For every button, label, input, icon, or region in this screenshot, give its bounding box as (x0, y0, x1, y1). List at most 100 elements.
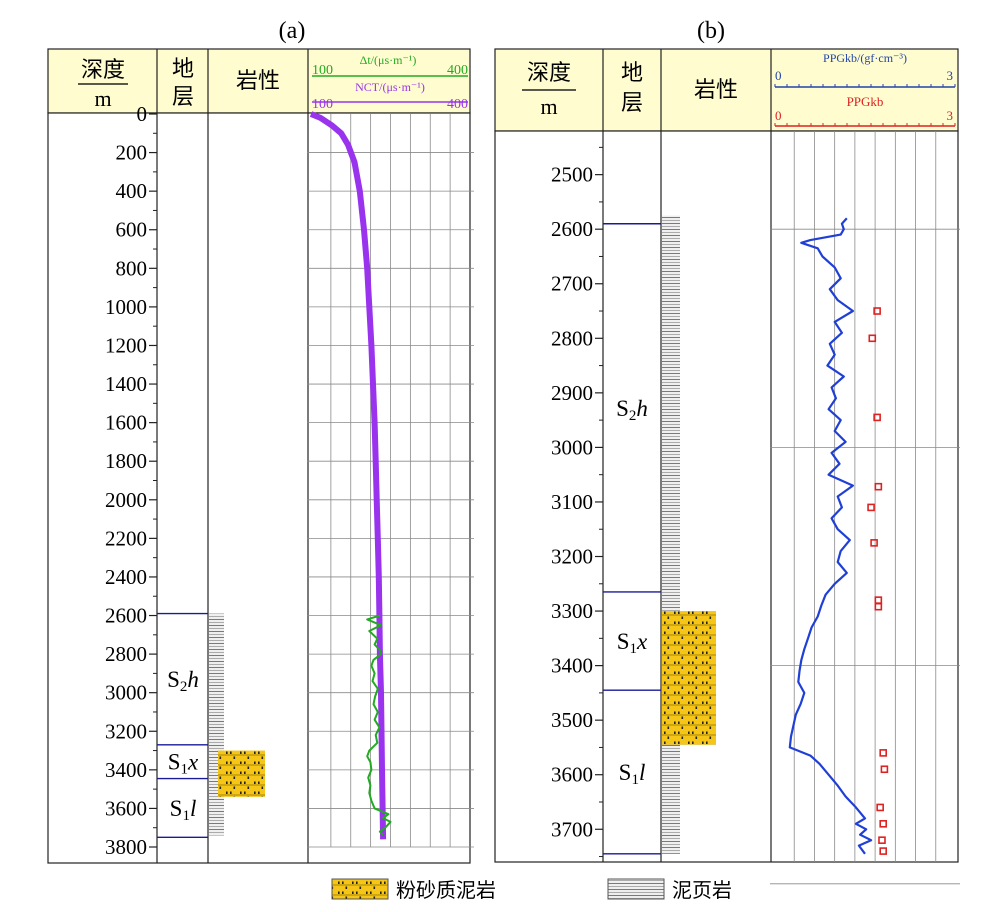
panel-b-ppg-max: 3 (947, 68, 954, 83)
panel-b-lithology-header: 岩性 (694, 78, 738, 103)
panel-a-series-line-1 (309, 111, 387, 840)
panel-b-depth-header: 深度 (527, 61, 571, 86)
panel-b-grid (770, 131, 960, 885)
panel-b-data-point (876, 803, 884, 812)
panel-a-depth-tick-label: 1000 (105, 295, 147, 319)
panel-a-formations: S2h S1x S1l (157, 612, 208, 839)
panel-b-depth-ticks: 2500 2600 2700 2800 2900 3000 3100 3200 3300 3400… (551, 146, 603, 858)
panel-a-depth-tick-label: 3800 (105, 835, 147, 859)
panel-b-formation-label: S1l (619, 760, 646, 788)
panel-a-lithology-header: 岩性 (236, 69, 280, 94)
legend-shale-label: 泥页岩 (672, 878, 732, 902)
panel-a-depth-tick-label: 600 (116, 218, 148, 242)
panel-a-nct-min: 100 (312, 97, 333, 112)
panel-b-ppg2-min: 0 (775, 108, 782, 123)
panel-b-depth-tick-label: 3000 (551, 435, 593, 459)
panel-a-depth-tick-label: 1400 (105, 372, 147, 396)
panel-b: 深度 m 地 层 岩性 PPGkb/(gf·cm⁻³) 0 3 PPGkb 0 … (494, 48, 960, 885)
panel-b-series-line-1 (788, 217, 873, 855)
panel-b-ppg2-max: 3 (947, 108, 954, 123)
panel-a-depth-tick-label: 1200 (105, 333, 147, 357)
panel-b-depth-tick-label: 2900 (551, 381, 593, 405)
panel-b-formation-label: S2h (616, 396, 648, 424)
panel-a-depth-tick-label: 400 (116, 179, 148, 203)
panel-b-data-point (870, 539, 878, 547)
panel-a-lithology (209, 613, 265, 836)
panel-a-body (47, 112, 471, 864)
panel-a-curves (309, 111, 392, 840)
panel-a-nct-max: 400 (447, 97, 468, 112)
panel-b-depth-tick-label: 3600 (551, 763, 593, 787)
panel-b-depth-tick-label: 3500 (551, 708, 593, 732)
panel-b-ppg2-label: PPGkb (847, 94, 884, 109)
panel-b-data-point (868, 334, 877, 343)
panel-a-dt-max: 400 (447, 63, 468, 78)
panel-a-depth-tick-label: 2800 (105, 642, 147, 666)
panel-a-dt-label: Δt/(μs·m⁻¹) (360, 53, 417, 67)
panel-a-depth-tick-label: 2200 (105, 526, 147, 550)
legend: 粉砂质泥岩 泥页岩 (331, 878, 732, 902)
panel-b-body (494, 130, 959, 863)
panel-a-formation-label: S2h (167, 667, 199, 695)
panel-a-depth-tick-label: 1800 (105, 449, 147, 473)
panel-b-header-ticks (774, 84, 956, 126)
panel-b-depth-tick-label: 2700 (551, 272, 593, 296)
panel-a-dt-min: 100 (312, 63, 333, 78)
panel-a-depth-tick-label: 3600 (105, 796, 147, 820)
panel-b-depth-tick-label: 3200 (551, 545, 593, 569)
panel-a-depth-header: 深度 (81, 58, 125, 83)
panel-b-depth-unit: m (540, 94, 557, 119)
panel-a-depth-tick-label: 1600 (105, 411, 147, 435)
panel-a-lithology-silty_mudstone (218, 750, 265, 797)
panel-b-lithology-shale (662, 215, 680, 854)
panel-b-curves (788, 217, 889, 855)
panel-b-data-point (874, 482, 883, 491)
panel-b-ppg-min: 0 (775, 68, 782, 83)
panel-a-formation-label: S1x (168, 750, 199, 778)
panel-a-depth-tick-label: 3200 (105, 719, 147, 743)
panel-a-depth-tick-label: 0 (137, 102, 148, 126)
panel-a-depth-tick-label: 800 (116, 256, 148, 280)
panel-a-depth-tick-label: 200 (116, 141, 148, 165)
panel-b-data-point (879, 847, 888, 855)
panel-b-data-point (878, 836, 886, 844)
panel-a-depth-ticks: 0 200 400 600 800 1000 1200 1400 1600 1800 2000 220… (105, 102, 157, 859)
panel-b-formations: S2h S1x S1l (603, 223, 661, 855)
panel-a: 深度 m 地 层 岩性 Δt/(μs·m⁻¹) 100 400 NCT/(μs·… (47, 48, 474, 864)
panel-b-data-point (880, 765, 889, 774)
panel-b-lithology (662, 215, 716, 854)
panel-b-data-point (873, 307, 881, 315)
legend-shale-swatch (607, 878, 665, 900)
panel-b-formation-header: 地 (621, 61, 643, 86)
panel-b-data-point (874, 602, 883, 611)
panel-b-data-point (873, 413, 881, 422)
legend-silty-mudstone-swatch (331, 878, 389, 900)
panel-b-depth-tick-label: 3100 (551, 490, 593, 514)
panel-b-data-point (879, 820, 888, 828)
panel-a-label: (a) (279, 18, 306, 44)
panel-a-series-line-2 (366, 614, 392, 837)
panel-b-depth-tick-label: 3300 (551, 599, 593, 623)
panel-b-data-point (879, 749, 888, 757)
panel-a-formation-header-2: 层 (172, 85, 194, 110)
panel-b-ppg-label: PPGkb/(gf·cm⁻³) (823, 51, 907, 65)
panel-b-depth-tick-label: 2600 (551, 217, 593, 241)
panel-b-depth-tick-label: 2500 (551, 163, 593, 187)
panel-b-formation-label: S1x (617, 629, 648, 657)
panel-a-depth-tick-label: 2000 (105, 488, 147, 512)
panel-b-formation-header-2: 层 (621, 91, 643, 116)
panel-b-label: (b) (697, 18, 725, 44)
panel-a-depth-tick-label: 3000 (105, 681, 147, 705)
panel-a-nct-label: NCT/(μs·m⁻¹) (355, 80, 425, 94)
panel-a-depth-tick-label: 3400 (105, 758, 147, 782)
panel-a-depth-unit: m (94, 86, 111, 111)
panel-a-depth-tick-label: 2400 (105, 565, 147, 589)
panel-a-formation-header: 地 (172, 57, 194, 82)
panel-b-depth-tick-label: 3400 (551, 654, 593, 678)
panel-b-data-point (867, 503, 875, 512)
legend-silty-mudstone-label: 粉砂质泥岩 (396, 878, 496, 902)
panel-a-formation-label: S1l (170, 796, 197, 824)
panel-b-depth-tick-label: 3700 (551, 817, 593, 841)
panel-a-lithology-shale (209, 613, 224, 836)
